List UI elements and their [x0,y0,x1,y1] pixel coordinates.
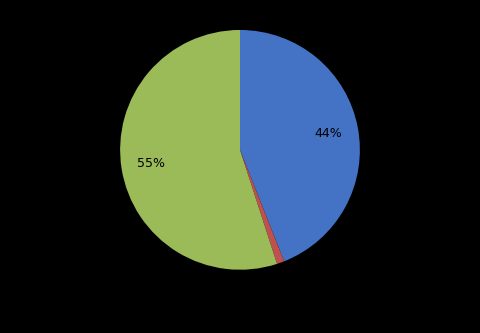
Text: 44%: 44% [314,127,342,140]
Wedge shape [240,150,284,264]
Wedge shape [240,30,360,261]
Text: 55%: 55% [137,158,165,170]
Wedge shape [120,30,277,270]
